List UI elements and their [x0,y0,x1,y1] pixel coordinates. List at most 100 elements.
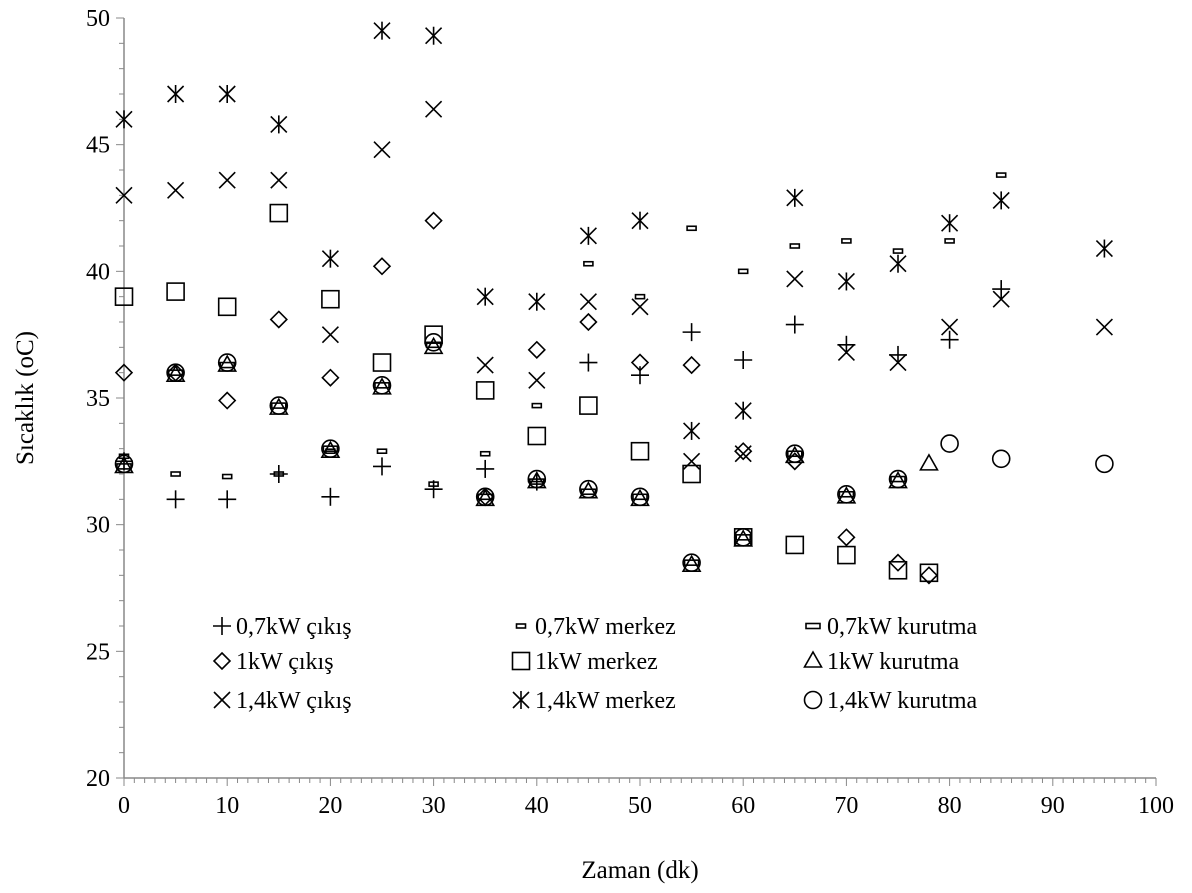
data-point-dash-wide [838,490,855,498]
data-point-circle [114,454,134,474]
data-point-circle [1095,454,1114,474]
legend-label: 0,7kW kurutma [827,614,978,640]
x-tick-label: 20 [318,793,342,819]
data-point-asterisk [425,26,443,45]
data-point-x [837,343,855,361]
data-point-plus [940,330,959,349]
legend-label: 1,4kW kurutma [827,688,978,714]
data-point-x [992,290,1010,308]
data-point-asterisk [683,421,701,440]
x-tick-label: 70 [834,793,858,819]
x-axis-title: Zaman (dk) [581,857,698,884]
data-point-circle [837,484,856,504]
data-point-asterisk [218,85,236,103]
data-point-dash-small [428,481,439,487]
data-point-diamond [888,553,908,572]
data-point-square [888,560,908,580]
data-point-plus [579,353,598,372]
tick-labels: 0 10 20 30 40 50 60 70 80 90 100 20 25 30 35 40 45 50 [86,6,1174,819]
data-point-plus [631,366,649,385]
data-point-circle [888,469,908,489]
data-point-plus [734,351,753,369]
data-point-circle [682,553,701,572]
data-point-circle [475,487,495,507]
y-tick-label: 30 [86,513,110,539]
x-tick-label: 40 [525,793,549,819]
y-tick-label: 20 [86,766,110,792]
series-group [114,336,939,573]
data-point-asterisk [1095,239,1113,258]
y-tick-label: 45 [86,133,110,159]
x-tick-label: 50 [628,793,652,819]
data-point-square [579,396,598,415]
data-point-x [476,356,494,374]
data-point-dash-wide [425,341,442,349]
data-point-circle [527,469,547,489]
data-point-dash-small [686,225,697,232]
data-point-dash-small [634,293,646,300]
y-axis-title: Sıcaklık (oC) [12,331,39,465]
data-point-square [837,545,856,565]
legend-label: 1,4kW çıkış [236,688,352,714]
legend-marker [511,651,531,671]
data-point-diamond [837,528,856,547]
data-point-x [579,293,597,311]
data-point-x [115,186,133,204]
data-point-dash-wide [632,493,648,501]
data-point-triangle [423,336,444,355]
plot-area: 0 10 20 30 40 50 60 70 80 90 100 20 25 30 35 40 45 50 [86,6,1174,819]
data-point-dash-wide [116,463,132,470]
data-point-plus [837,335,856,354]
y-tick-label: 40 [86,259,110,285]
legend-marker [803,650,823,668]
data-point-circle [733,528,753,547]
data-point-circle [940,434,959,453]
legend-marker [213,691,231,709]
data-point-dash-small [221,473,233,480]
data-point-square [682,464,701,484]
data-point-square [321,289,340,309]
axis-ticks [116,17,1157,786]
data-point-square [166,282,185,301]
y-tick-label: 35 [86,386,110,412]
data-point-diamond [218,391,237,410]
data-point-circle [991,449,1011,469]
data-point-square [475,381,495,400]
data-point-asterisk [786,188,804,207]
series-group [118,172,1007,487]
y-tick-label: 25 [86,639,110,665]
legend: 0,7kW çıkış 0,7kW merkez 0,7kW kurutma 1kW … [212,614,978,714]
data-point-x [218,171,236,189]
data-point-x [425,100,443,118]
x-tick-label: 30 [422,793,446,819]
data-point-plus [682,323,701,342]
data-point-x [631,298,649,316]
data-point-square [630,441,650,461]
data-point-square [785,535,805,555]
data-point-circle [579,479,598,499]
data-point-dash-wide [890,475,906,483]
data-point-diamond [372,257,392,276]
data-point-circle [166,363,185,382]
x-tick-label: 10 [215,793,239,819]
data-point-circle [372,376,392,395]
data-point-plus [269,465,288,483]
data-point-diamond [527,340,546,359]
data-point-dash-small [376,448,388,455]
data-point-x [786,270,804,288]
data-point-dash-small [789,243,801,249]
data-point-diamond [919,566,939,585]
data-point-plus [889,345,907,364]
legend-marker [512,691,530,709]
data-point-x [373,141,391,159]
data-point-square [424,325,443,344]
data-point-circle [630,487,650,507]
data-point-x [321,326,339,344]
data-point-asterisk [167,85,185,103]
data-point-square [269,203,289,223]
data-point-dash-small [273,471,285,477]
data-point-diamond [630,353,650,372]
data-point-dash-wide [270,402,287,409]
data-point-dash-small [892,248,904,254]
